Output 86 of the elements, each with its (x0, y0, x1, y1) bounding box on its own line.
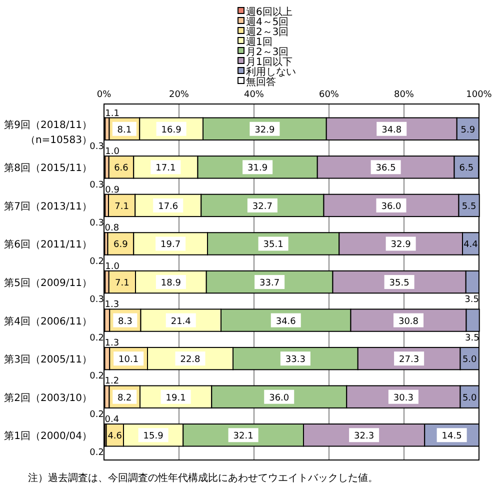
data-label: 16.9 (161, 125, 182, 136)
data-label: 32.1 (233, 432, 254, 442)
legend-label: 週6回以上 (246, 6, 292, 18)
data-label: 5.5 (462, 202, 476, 212)
data-label: 6.5 (459, 164, 474, 174)
data-label: 6.6 (114, 164, 129, 174)
data-label: 7.1 (114, 202, 129, 212)
data-label: 32.7 (252, 202, 272, 212)
data-label: 1.2 (104, 376, 120, 387)
data-label: 22.8 (180, 355, 201, 366)
data-label: 0.2 (90, 256, 104, 267)
legend-label: 月2～3回 (246, 47, 289, 58)
legend-label: 週4～5回 (246, 17, 289, 28)
data-label: 14.5 (442, 432, 462, 442)
data-label: 0.3 (90, 142, 104, 152)
data-label: 21.4 (170, 316, 192, 327)
data-label: 10.1 (118, 355, 139, 366)
legend-label: 無回答 (246, 76, 276, 88)
data-label: 1.0 (105, 262, 120, 272)
data-label: 3.5 (464, 295, 479, 306)
y-tick-label: 第8回（2015/11） (4, 162, 92, 174)
data-label: 17.1 (156, 164, 176, 174)
x-tick-label: 0% (96, 90, 112, 100)
data-label: 18.9 (160, 278, 182, 288)
data-label: 0.3 (90, 218, 104, 229)
data-label: 0.3 (90, 180, 104, 190)
data-label: 0.9 (105, 185, 120, 196)
data-label: 1.3 (104, 300, 120, 310)
data-label: 4.6 (108, 432, 122, 442)
y-tick-label: 第6回（2011/11） (4, 238, 92, 251)
data-label: 30.3 (393, 393, 414, 404)
data-label: 32.9 (254, 125, 275, 136)
y-tick-label: 第1回（2000/04） (4, 430, 92, 442)
data-label: 33.7 (260, 278, 280, 288)
data-label: 19.1 (166, 393, 186, 404)
y-tick-label: 第3回（2005/11） (4, 354, 92, 366)
y-tick-label: 第4回（2006/11） (4, 315, 92, 328)
x-tick-label: 80% (394, 90, 414, 100)
data-label: 0.2 (90, 410, 104, 420)
legend-label: 週2～3回 (246, 27, 289, 38)
data-label: 1.0 (105, 147, 120, 158)
data-label: 1.3 (104, 338, 120, 348)
data-label: 27.3 (399, 355, 420, 366)
data-label: 6.9 (114, 240, 128, 250)
data-label: 0.2 (90, 333, 104, 344)
data-label: 0.2 (90, 372, 104, 382)
data-label: 33.3 (285, 355, 306, 366)
y-tick-label: 第7回（2013/11） (4, 200, 92, 212)
legend-label: 利用しない (246, 66, 296, 78)
legend-label: 週1回 (246, 37, 272, 48)
data-label: 1.1 (105, 108, 120, 119)
data-label: 19.7 (160, 240, 181, 250)
data-label: 0.3 (90, 295, 104, 306)
data-label: 5.9 (460, 125, 476, 136)
data-label: 36.5 (376, 164, 396, 174)
data-label: 8.1 (117, 125, 132, 136)
x-tick-label: 100% (466, 90, 492, 100)
data-label: 36.0 (269, 393, 290, 404)
text: 注）過去調査は、今回調査の性年代構成比にあわせてウエイトバックした値。 (28, 472, 378, 484)
data-label: 0.2 (90, 448, 104, 458)
data-label: 0.4 (104, 415, 120, 426)
x-tick-label: 40% (244, 90, 264, 100)
data-label: 8.3 (118, 316, 132, 327)
data-label: 34.6 (276, 316, 296, 327)
x-tick-label: 20% (168, 90, 190, 100)
legend-label: 月1回以下 (246, 56, 292, 68)
data-label: 5.0 (462, 393, 478, 404)
data-label: 3.5 (465, 333, 480, 344)
data-label: 31.9 (248, 164, 268, 174)
data-label: 32.3 (354, 432, 374, 442)
data-label: 35.5 (389, 278, 410, 288)
data-label: 17.6 (158, 202, 178, 212)
data-label: 0.8 (104, 224, 120, 234)
data-label: 4.4 (464, 240, 478, 250)
data-label: 35.1 (263, 240, 284, 250)
data-label: 7.1 (115, 278, 130, 288)
y-tick-label: 第2回（2003/10） (4, 392, 92, 404)
data-label: 30.8 (398, 316, 419, 327)
data-label: 5.0 (462, 355, 478, 366)
data-label: 34.8 (382, 125, 402, 136)
data-label: 8.2 (117, 393, 132, 404)
data-label: 36.0 (381, 202, 402, 212)
data-label: 15.9 (143, 432, 164, 442)
data-label: 32.9 (390, 240, 412, 250)
y-tick-label: 第5回（2009/11） (4, 277, 92, 289)
x-tick-label: 60% (318, 90, 340, 100)
